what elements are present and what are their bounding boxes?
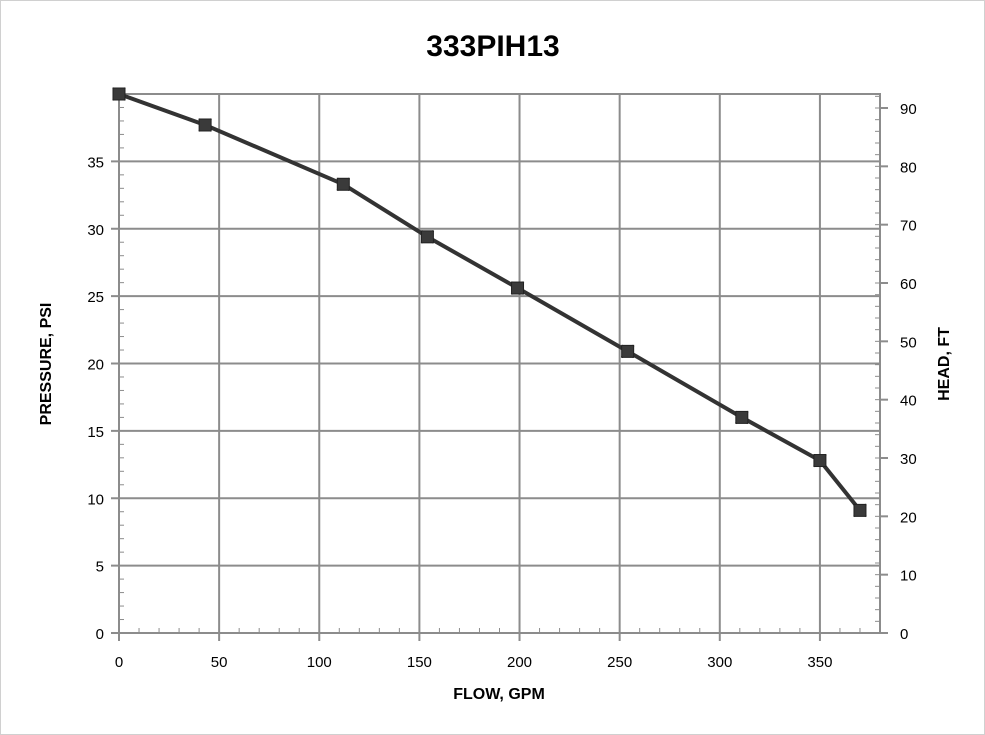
x-tick-label: 300 [707, 654, 732, 671]
y2-tick-label: 20 [900, 509, 917, 526]
y2-tick-label: 80 [900, 159, 917, 176]
y2-tick-label: 50 [900, 334, 917, 351]
y2-tick-label: 60 [900, 276, 917, 293]
x-tick-label: 50 [211, 654, 228, 671]
y-axis-title: PRESSURE, PSI [38, 303, 55, 426]
series [112, 87, 867, 518]
y-tick-label: 10 [87, 491, 104, 508]
chart-title: 333PIH13 [426, 30, 559, 63]
y-tick-label: 0 [96, 626, 104, 643]
y2-tick-label: 40 [900, 393, 917, 410]
y2-tick-label: 0 [900, 626, 908, 643]
x-tick-label: 350 [807, 654, 832, 671]
y2-axis-title: HEAD, FT [936, 327, 953, 401]
y2-tick-label: 30 [900, 451, 917, 468]
x-tick-label: 150 [407, 654, 432, 671]
series-line [118, 92, 862, 512]
data-point [112, 87, 126, 101]
y-tick-label: 25 [87, 289, 104, 306]
y-tick-label: 30 [87, 222, 104, 239]
data-point [511, 281, 525, 295]
data-point [336, 177, 350, 191]
data-point [853, 503, 867, 517]
data-point [198, 118, 212, 132]
y2-tick-label: 70 [900, 218, 917, 235]
x-tick-label: 0 [115, 654, 123, 671]
x-tick-label: 100 [307, 654, 332, 671]
data-point [813, 454, 827, 468]
y-tick-label: 5 [96, 559, 104, 576]
x-tick-label: 250 [607, 654, 632, 671]
y2-tick-label: 10 [900, 568, 917, 585]
data-point [420, 230, 434, 244]
data-point [621, 344, 635, 358]
y-tick-label: 15 [87, 424, 104, 441]
grid [118, 93, 881, 634]
data-point [735, 410, 749, 424]
x-tick-label: 200 [507, 654, 532, 671]
y-tick-label: 20 [87, 357, 104, 374]
y-tick-label: 35 [87, 154, 104, 171]
y2-tick-label: 90 [900, 101, 917, 118]
x-axis-title: FLOW, GPM [453, 686, 545, 703]
